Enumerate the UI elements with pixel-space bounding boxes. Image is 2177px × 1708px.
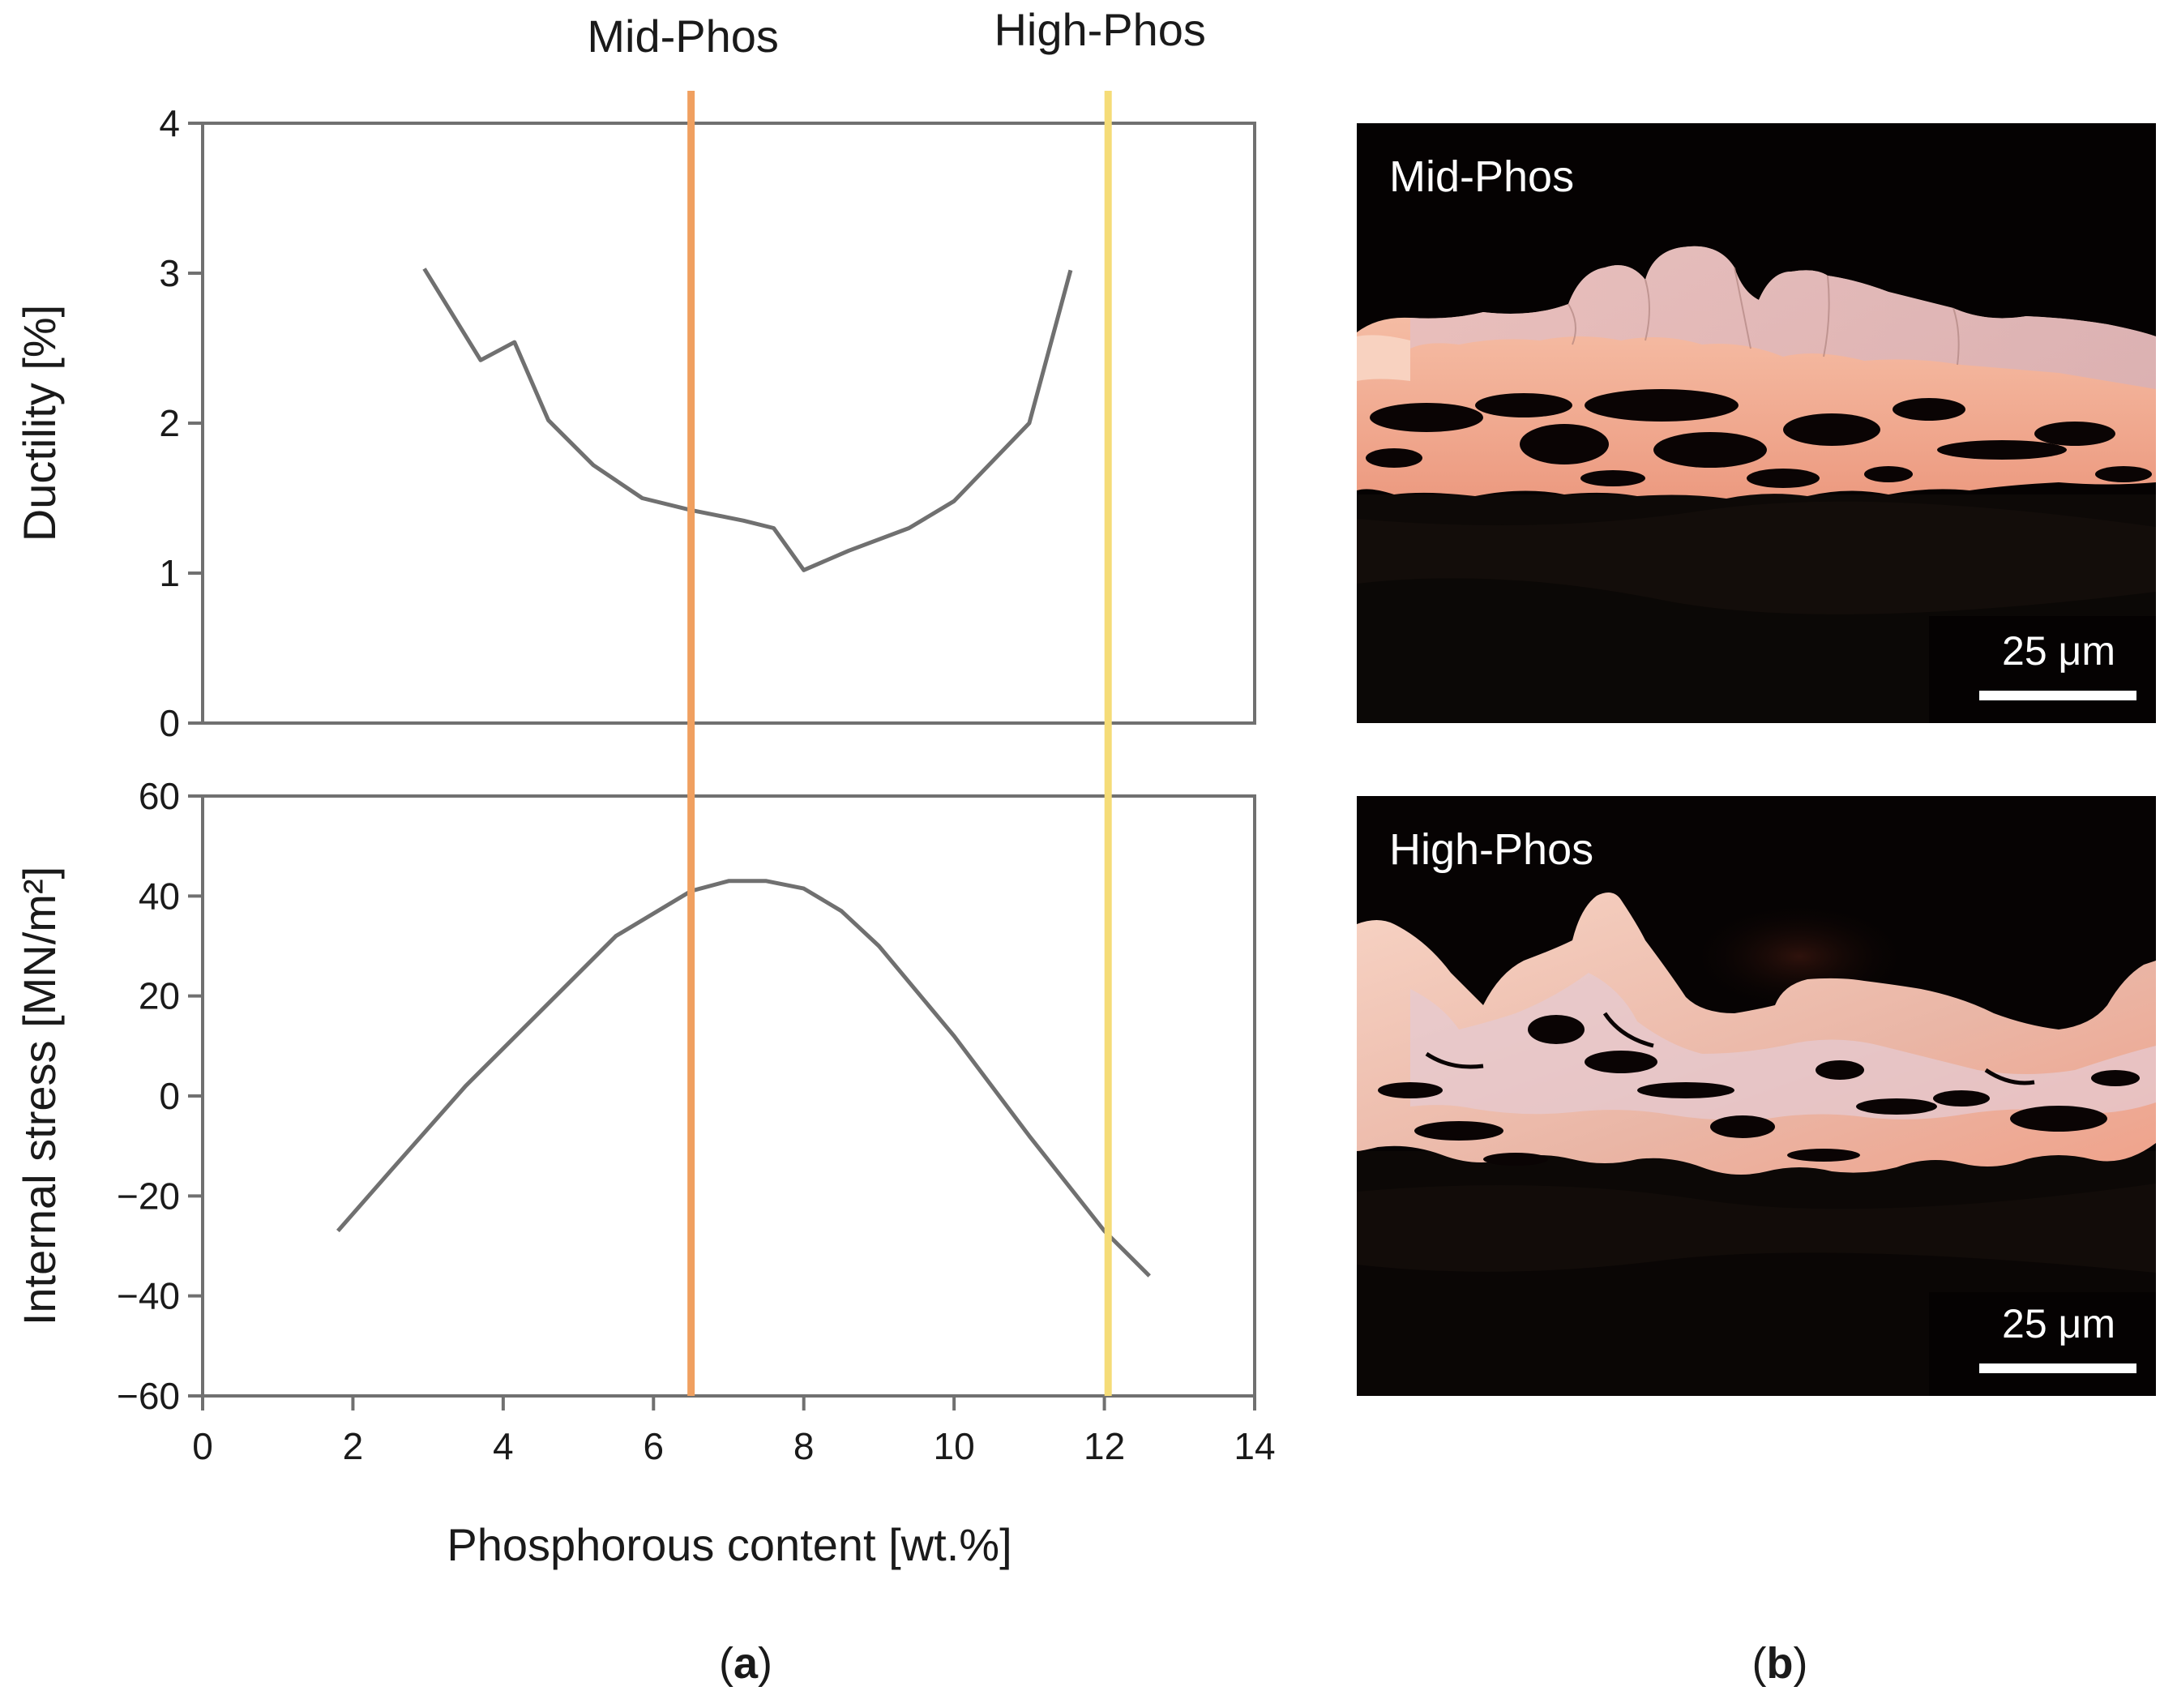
ductility-y-tick-label: 3 — [159, 252, 180, 294]
ductility-y-tick-label: 0 — [159, 702, 180, 744]
photo-high-phos-scale-label: 25 μm — [2002, 1301, 2115, 1346]
stress-y-axis-label: Internal stress [MN/m²] — [14, 867, 65, 1325]
panel-a-label: (a) — [719, 1639, 772, 1688]
phosphorus-markers: Mid-Phos High-Phos — [587, 4, 1206, 1396]
stress-y-tick-label: 60 — [139, 775, 180, 817]
photo-overlays: Mid-Phos 25 μm High-Phos 25 μm — [1389, 152, 2156, 1396]
stress-x-tick-label: 12 — [1084, 1425, 1125, 1467]
stress-x-tick-label: 2 — [343, 1425, 364, 1467]
stress-plot-frame — [201, 794, 1256, 1398]
ductility-chart: 0 1 2 3 4 Ductility [%] — [14, 102, 1256, 744]
x-axis-label: Phosphorous content [wt.%] — [447, 1519, 1012, 1570]
stress-x-tick-label: 14 — [1234, 1425, 1275, 1467]
stress-x-tick-label: 0 — [192, 1425, 213, 1467]
photo-mid-phos-label: Mid-Phos — [1389, 152, 1574, 201]
panel-b-letter: b — [1767, 1639, 1794, 1688]
ductility-y-tick-label: 1 — [159, 552, 180, 594]
ductility-series-line — [422, 268, 1073, 572]
stress-series-line — [336, 879, 1151, 1278]
stress-y-tick-label: 40 — [139, 875, 180, 917]
stress-x-tick-label: 4 — [493, 1425, 514, 1467]
stress-y-tick-label: −20 — [117, 1175, 180, 1217]
ductility-y-tick-label: 4 — [159, 102, 180, 144]
internal-stress-chart: −60 −40 −20 0 20 40 60 0 2 4 6 8 10 12 14 Internal st… — [14, 775, 1276, 1570]
marker-label-high-phos: High-Phos — [994, 4, 1205, 55]
photo-mid-phos-scale-bar — [1979, 691, 2136, 700]
ductility-plot-frame — [201, 122, 1256, 725]
stress-x-tick-label: 10 — [934, 1425, 975, 1467]
stress-y-tick-label: −60 — [117, 1375, 180, 1417]
stress-x-ticks: 0 2 4 6 8 10 12 14 — [192, 1396, 1276, 1467]
stress-y-tick-label: 20 — [139, 975, 180, 1017]
photo-high-phos-scale-bar — [1979, 1363, 2136, 1373]
panel-a-letter: a — [734, 1639, 759, 1688]
photo-mid-phos-scale-bg — [1929, 616, 2156, 723]
ductility-y-tick-label: 2 — [159, 402, 180, 444]
ductility-y-axis-label: Ductility [%] — [14, 305, 65, 542]
marker-label-mid-phos: Mid-Phos — [587, 11, 779, 62]
photo-high-phos-label: High-Phos — [1389, 825, 1593, 874]
photo-high-phos-scale-bg — [1929, 1292, 2156, 1396]
stress-x-tick-label: 8 — [793, 1425, 815, 1467]
stress-y-tick-label: 0 — [159, 1075, 180, 1117]
photo-mid-phos-scale-label: 25 μm — [2002, 628, 2115, 674]
stress-x-tick-label: 6 — [643, 1425, 664, 1467]
ductility-y-ticks: 0 1 2 3 4 — [159, 102, 203, 744]
stress-y-ticks: −60 −40 −20 0 20 40 60 — [117, 775, 203, 1417]
panel-b-label: (b) — [1752, 1639, 1808, 1688]
stress-y-tick-label: −40 — [117, 1275, 180, 1317]
photo-high-phos — [1357, 796, 2156, 1396]
